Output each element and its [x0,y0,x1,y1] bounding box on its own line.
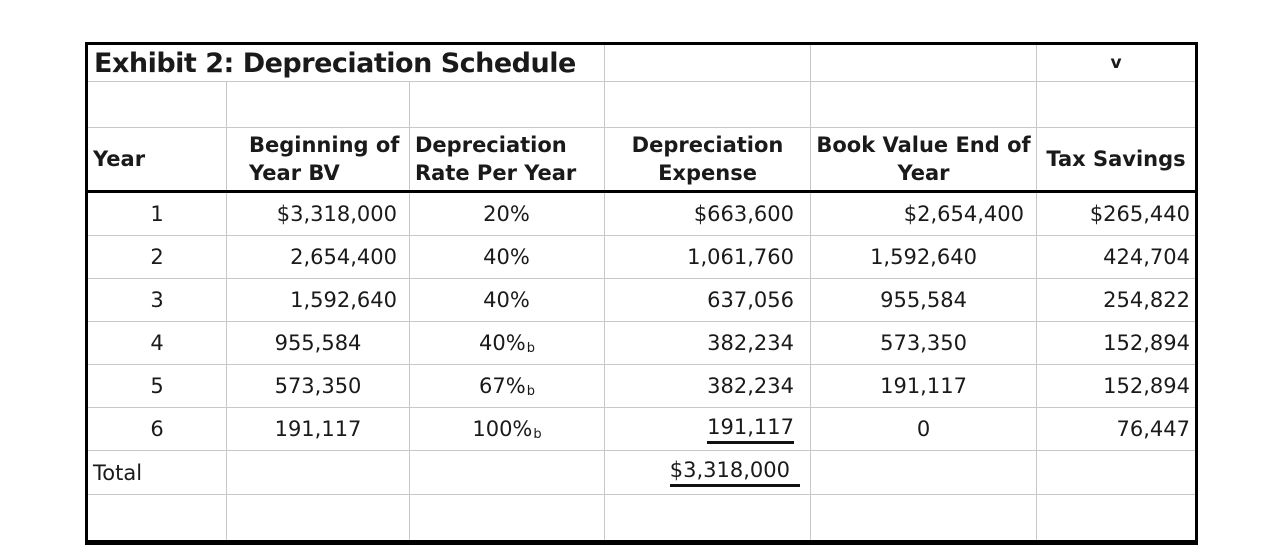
header-line: Year [897,161,950,185]
cell-empty [810,81,1038,128]
cell-empty [810,494,1038,543]
header-line: Depreciation [415,133,567,157]
cell-year: 6 [86,407,227,451]
cell-expense: 1,061,760 [604,235,812,279]
cell-tax-savings: 152,894 [1036,321,1198,365]
header-line: Beginning of [249,133,400,157]
cell-year: 1 [86,191,227,236]
cell-book-value-end: 1,592,640 [810,235,1038,279]
header-line: Depreciation [631,133,784,157]
cell-tax-savings: $265,440 [1036,191,1198,236]
rate-value: 100% [472,416,533,441]
footnote-marker [530,298,531,313]
footnote-marker [530,255,531,270]
cell-expense: 637,056 [604,278,812,322]
cell-rate: 40% [408,235,606,279]
table-row-year-6: 6 191,117 100%b 191,117 0 76,447 [86,407,1198,451]
cell-year: 3 [86,278,227,322]
header-row: Year Beginning of Year BV Depreciation R… [86,127,1198,193]
cell-empty [810,43,1038,82]
rate-value: 40% [483,287,530,312]
header-depreciation-expense: Depreciation Expense [604,127,812,193]
table-row-year-5: 5 573,350 67%b 382,234 191,117 152,894 [86,364,1198,408]
total-row: Total $3,318,000 [86,450,1198,495]
underlined-value: 191,117 [707,415,795,444]
footnote-marker: b [533,426,542,442]
cell-book-value-end: 191,117 [810,364,1038,408]
cell-empty [226,494,410,543]
cell-empty [604,494,812,543]
cell-empty [604,81,812,128]
table-row-year-2: 2 2,654,400 40% 1,061,760 1,592,640 424,… [86,235,1198,279]
total-label: Total [86,450,227,495]
rate-value: 40% [479,330,526,355]
cell-year: 2 [86,235,227,279]
cell-tax-savings: 254,822 [1036,278,1198,322]
header-beginning-bv: Beginning of Year BV [226,127,410,193]
depreciation-schedule-table: Exhibit 2: Depreciation Schedule v Year … [85,42,1199,545]
cell-year: 5 [86,364,227,408]
cell-empty [86,81,227,128]
cell-expense: 191,117 [604,407,812,451]
cell-total-expense: $3,318,000 [604,450,812,495]
spacer-row [86,494,1198,543]
cell-beginning-bv: 191,117 [226,407,410,451]
cell-beginning-bv: 573,350 [226,364,410,408]
header-line: Year BV [249,161,340,185]
cell-empty [408,450,606,495]
rate-value: 20% [483,201,530,226]
cell-rate: 40%b [408,321,606,365]
cell-expense: 382,234 [604,321,812,365]
header-tax-savings: Tax Savings [1036,127,1198,193]
cell-empty [408,81,606,128]
cell-expense: 382,234 [604,364,812,408]
cell-book-value-end: 955,584 [810,278,1038,322]
cell-empty [408,494,606,543]
cell-empty [226,450,410,495]
footnote-marker: b [526,340,535,356]
cell-tax-savings: 424,704 [1036,235,1198,279]
cell-tax-savings: 152,894 [1036,364,1198,408]
spacer-row [86,81,1198,128]
cell-rate: 20% [408,191,606,236]
cell-empty [226,81,410,128]
cell-empty [1036,494,1198,543]
cell-rate: 67%b [408,364,606,408]
table-row-year-4: 4 955,584 40%b 382,234 573,350 152,894 [86,321,1198,365]
cell-book-value-end: $2,654,400 [810,191,1038,236]
cell-empty [1036,450,1198,495]
header-depreciation-rate: Depreciation Rate Per Year [408,127,606,193]
header-line: Rate Per Year [415,161,577,185]
cell-tax-savings: 76,447 [1036,407,1198,451]
title-row: Exhibit 2: Depreciation Schedule v [85,43,1198,82]
corner-marker: v [1036,43,1198,82]
cell-year: 4 [86,321,227,365]
table-row-year-3: 3 1,592,640 40% 637,056 955,584 254,822 [86,278,1198,322]
cell-book-value-end: 0 [810,407,1038,451]
exhibit-title: Exhibit 2: Depreciation Schedule [85,43,606,82]
header-book-value-end: Book Value End of Year [810,127,1038,193]
cell-empty [86,494,227,543]
header-line: Expense [658,161,757,185]
cell-empty [810,450,1038,495]
footnote-marker [530,212,531,227]
cell-rate: 100%b [408,407,606,451]
cell-rate: 40% [408,278,606,322]
header-year: Year [86,127,227,193]
rate-value: 67% [479,373,526,398]
cell-beginning-bv: 2,654,400 [226,235,410,279]
header-line: Book Value End of [816,133,1031,157]
cell-empty [1036,81,1198,128]
cell-beginning-bv: 1,592,640 [226,278,410,322]
cell-expense: $663,600 [604,191,812,236]
cell-beginning-bv: $3,318,000 [226,191,410,236]
table-row-year-1: 1 $3,318,000 20% $663,600 $2,654,400 $26… [86,191,1198,236]
underlined-value: $3,318,000 [669,458,801,487]
cell-empty [604,43,812,82]
cell-beginning-bv: 955,584 [226,321,410,365]
rate-value: 40% [483,244,530,269]
footnote-marker: b [526,383,535,399]
cell-book-value-end: 573,350 [810,321,1038,365]
